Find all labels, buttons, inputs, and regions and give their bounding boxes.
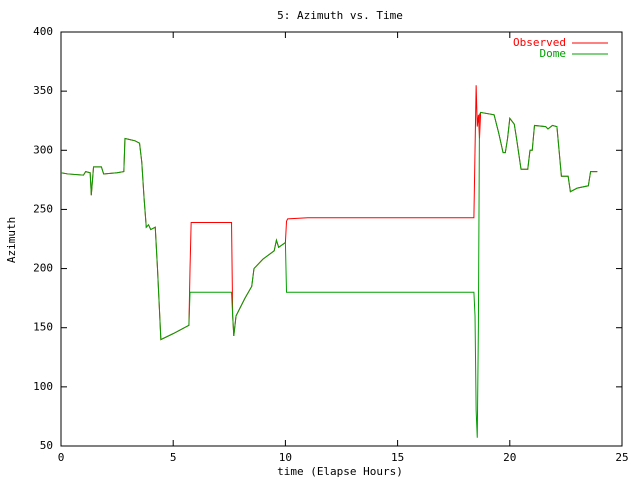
plot-frame xyxy=(60,31,623,447)
y-axis-label: Azimuth xyxy=(5,217,18,263)
legend-label: Dome xyxy=(540,47,567,60)
x-tick-label: 5 xyxy=(170,451,177,464)
legend-label: Observed xyxy=(513,36,566,49)
y-tick-label: 300 xyxy=(33,143,53,156)
y-tick-label: 100 xyxy=(33,380,53,393)
y-tick-label: 250 xyxy=(33,202,53,215)
y-tick-label: 50 xyxy=(40,439,53,452)
x-tick-label: 20 xyxy=(503,451,516,464)
series-line xyxy=(60,111,598,438)
x-tick-label: 15 xyxy=(391,451,404,464)
y-tick-label: 350 xyxy=(33,84,53,97)
x-axis-label: time (Elapse Hours) xyxy=(277,465,403,478)
x-tick-label: 10 xyxy=(279,451,292,464)
y-tick-label: 200 xyxy=(33,262,53,275)
x-tick-label: 0 xyxy=(58,451,65,464)
y-tick-label: 150 xyxy=(33,321,53,334)
y-tick-label: 400 xyxy=(33,25,53,38)
chart-title: 5: Azimuth vs. Time xyxy=(277,9,403,22)
series-line xyxy=(60,85,598,341)
x-tick-label: 25 xyxy=(615,451,628,464)
